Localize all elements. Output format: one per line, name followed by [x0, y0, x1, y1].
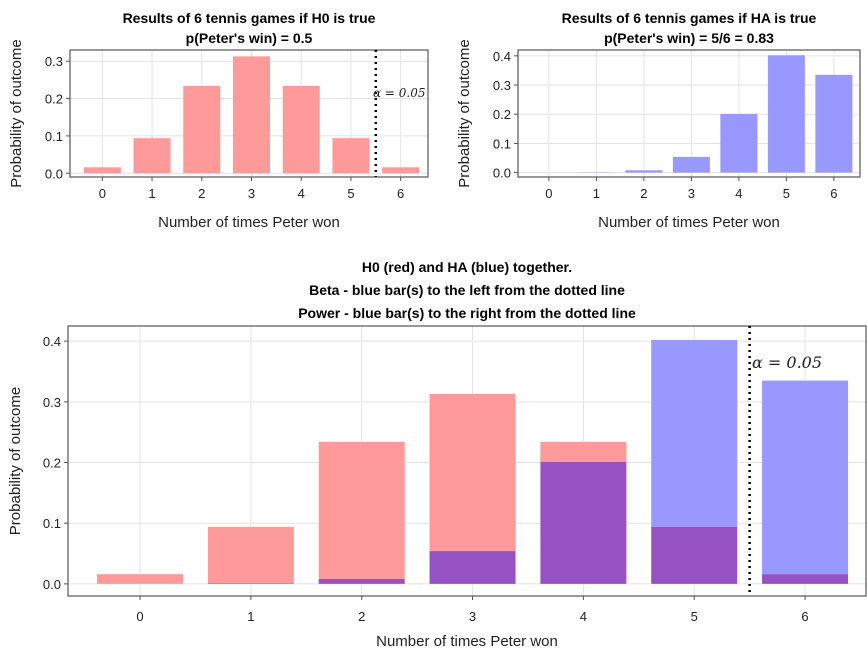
x-tick-label: 1	[247, 609, 254, 624]
x-tick-label: 2	[198, 186, 205, 201]
bar-h0	[318, 441, 405, 580]
y-tick-label: 0.3	[43, 395, 61, 410]
y-axis-label: Probability of outcome	[456, 39, 473, 187]
bar-overlap	[318, 579, 405, 584]
x-tick-label: 0	[136, 609, 143, 624]
bar-overlap	[762, 574, 849, 584]
x-tick-label: 4	[298, 186, 305, 201]
x-tick-label: 0	[99, 186, 106, 201]
y-tick-label: 0.0	[45, 166, 63, 181]
x-tick-label: 6	[397, 186, 404, 201]
y-axis-label: Probability of outcome	[7, 387, 24, 535]
x-tick-label: 2	[640, 186, 647, 201]
alpha-annotation: α = 0.05	[373, 86, 426, 100]
x-tick-label: 3	[248, 186, 255, 201]
x-tick-label: 4	[580, 609, 587, 624]
bar-ha	[651, 339, 738, 527]
bar-overlap	[540, 461, 627, 584]
chart-1: α = 0.05 0 1 2 3 4 5 6 0.0 0.1 0.2 0.3 Results of 6 …	[8, 10, 429, 231]
bar-h0	[207, 526, 294, 584]
x-axis-label: Number of times Peter won	[376, 633, 558, 650]
alpha-annotation: α = 0.05	[752, 353, 822, 372]
x-tick-label: 6	[801, 609, 808, 624]
chart-title-line: H0 (red) and HA (blue) together.	[362, 259, 572, 275]
bar-overlap	[429, 551, 516, 584]
x-tick-label: 0	[545, 186, 552, 201]
y-tick-label: 0.1	[45, 129, 63, 144]
y-tick-label: 0.2	[43, 456, 61, 471]
x-tick-label: 5	[783, 186, 790, 201]
x-tick-label: 3	[469, 609, 476, 624]
bar	[332, 138, 370, 174]
bar	[382, 167, 420, 174]
x-tick-label: 4	[735, 186, 742, 201]
chart-title-line: p(Peter's win) = 0.5	[186, 30, 313, 46]
x-axis-label: Number of times Peter won	[598, 214, 780, 231]
bar-overlap	[207, 583, 294, 584]
x-tick-label: 5	[347, 186, 354, 201]
chart-2: 0 1 2 3 4 5 6 0.0 0.1 0.2 0.3 0.4 Results of 6 tenni…	[456, 10, 861, 231]
bar-h0	[97, 574, 184, 584]
bar	[232, 56, 270, 174]
bar	[133, 138, 171, 174]
x-tick-label: 6	[830, 186, 837, 201]
y-tick-label: 0.1	[493, 136, 511, 151]
y-tick-label: 0.4	[43, 334, 61, 349]
bar-h0	[540, 441, 627, 462]
x-axis-label: Number of times Peter won	[158, 214, 340, 231]
plot-frame	[517, 49, 861, 178]
bar	[282, 85, 320, 174]
x-tick-label: 3	[688, 186, 695, 201]
bar-overlap	[651, 526, 738, 584]
bar	[767, 55, 805, 173]
chart-title-line: Results of 6 tennis games if HA is true	[562, 10, 817, 26]
chart-title-line: Power - blue bar(s) to the right from th…	[298, 305, 636, 321]
y-tick-label: 0.2	[493, 107, 511, 122]
plot-frame	[69, 49, 429, 178]
chart-title-line: p(Peter's win) = 5/6 = 0.83	[604, 30, 774, 46]
y-tick-label: 0.0	[493, 166, 511, 181]
bar	[672, 156, 710, 173]
bar	[83, 167, 121, 174]
bar-ha	[762, 380, 849, 575]
y-tick-label: 0.3	[493, 78, 511, 93]
y-tick-label: 0.0	[43, 577, 61, 592]
chart-title-line: Results of 6 tennis games if H0 is true	[123, 10, 376, 26]
bar	[625, 170, 663, 173]
y-tick-label: 0.1	[43, 516, 61, 531]
y-tick-label: 0.3	[45, 54, 63, 69]
x-tick-label: 1	[593, 186, 600, 201]
y-axis-label: Probability of outcome	[8, 39, 25, 187]
x-tick-label: 1	[148, 186, 155, 201]
bar-h0	[429, 393, 516, 552]
y-tick-label: 0.4	[493, 49, 511, 64]
bar	[720, 113, 758, 173]
plot-frame	[67, 325, 867, 597]
chart-title-line: Beta - blue bar(s) to the left from the …	[309, 282, 625, 298]
bar	[815, 74, 853, 173]
x-tick-label: 5	[691, 609, 698, 624]
bar	[183, 85, 221, 174]
x-tick-label: 2	[358, 609, 365, 624]
y-tick-label: 0.2	[45, 92, 63, 107]
chart-3: α = 0.05 0 1 2 3 4 5 6 0.0 0.1 0.2 0.3 0.4 H0 (red) a…	[7, 259, 867, 650]
